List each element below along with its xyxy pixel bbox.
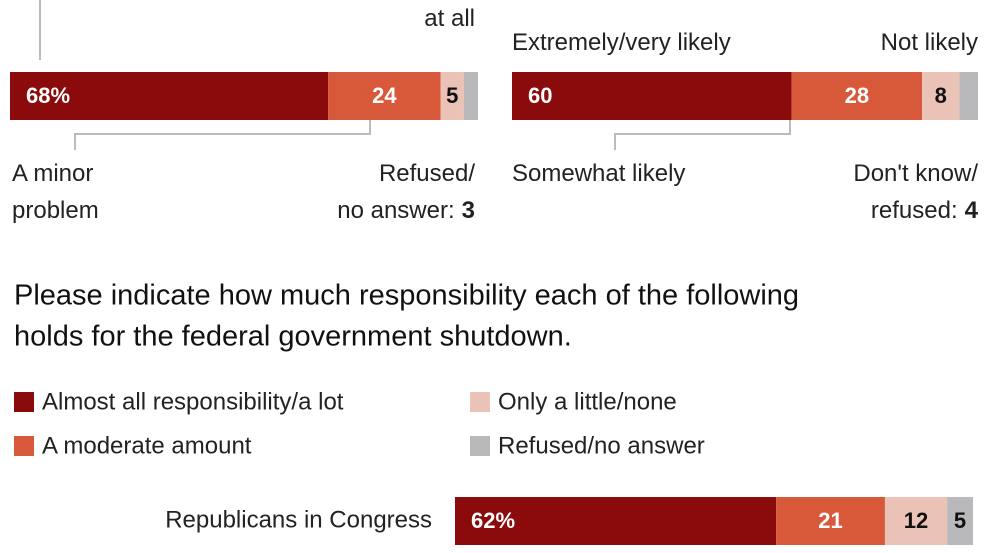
legend-swatch (14, 392, 34, 412)
value-label: 60 (528, 83, 552, 108)
annotation-text: refused: (871, 197, 958, 224)
bar-segment (884, 497, 948, 545)
annotation: Don't know/ (853, 160, 978, 187)
value-label: 24 (372, 83, 397, 108)
annotation: Extremely/very likely (512, 29, 731, 56)
value-label: 62% (471, 508, 515, 533)
legend-label: Refused/no answer (498, 432, 705, 459)
bar-segment (776, 497, 885, 545)
value-label: 68% (26, 83, 70, 108)
legend-label: Almost all responsibility/a lot (42, 388, 344, 415)
legend-swatch (470, 392, 490, 412)
annotation: no answer: 3 (337, 197, 475, 224)
bar-segment (10, 72, 329, 120)
annotation-text: no answer: (337, 197, 454, 224)
bar-segment (328, 72, 441, 120)
annotation: refused: 4 (871, 197, 979, 224)
annotation-text: Not likely (881, 29, 978, 56)
bar-segment (959, 72, 978, 120)
bar-segment (455, 497, 777, 545)
annotation: Somewhat likely (512, 160, 685, 187)
chart-title: holds for the federal government shutdow… (14, 321, 572, 353)
leader-line (74, 120, 371, 150)
legend-swatch (14, 436, 34, 456)
bar-segment (947, 497, 973, 545)
value-label: 5 (954, 508, 966, 533)
annotation-text: problem (12, 197, 99, 224)
value-label: 5 (446, 83, 458, 108)
bar-segment (512, 72, 792, 120)
annotation-text: at all (424, 5, 475, 32)
annotation: Not likely (881, 29, 978, 56)
chart-title: Please indicate how much responsibility … (14, 280, 799, 312)
annotation-text: Refused/ (379, 160, 475, 187)
legend-label: A moderate amount (42, 432, 252, 459)
annotation-value: 3 (462, 197, 475, 224)
value-label: 28 (845, 83, 869, 108)
bar-segment (463, 72, 478, 120)
bar-segment (440, 72, 464, 120)
legend-swatch (470, 436, 490, 456)
annotation: Refused/ (379, 160, 475, 187)
leader-line (614, 120, 791, 150)
annotation: A minor (12, 160, 93, 187)
annotation-text: Don't know/ (853, 160, 978, 187)
legend-label: Only a little/none (498, 388, 677, 415)
bar-segment (791, 72, 923, 120)
bar-segment (922, 72, 960, 120)
annotation: at all (424, 5, 475, 32)
category-label: Republicans in Congress (165, 506, 432, 533)
value-label: 12 (904, 508, 928, 533)
annotation-text: Somewhat likely (512, 160, 685, 187)
annotation-text: Extremely/very likely (512, 29, 731, 56)
value-label: 21 (818, 508, 842, 533)
annotation-value: 4 (965, 197, 979, 224)
value-label: 8 (935, 83, 947, 108)
annotation-text: A minor (12, 160, 93, 187)
annotation: problem (12, 197, 99, 224)
